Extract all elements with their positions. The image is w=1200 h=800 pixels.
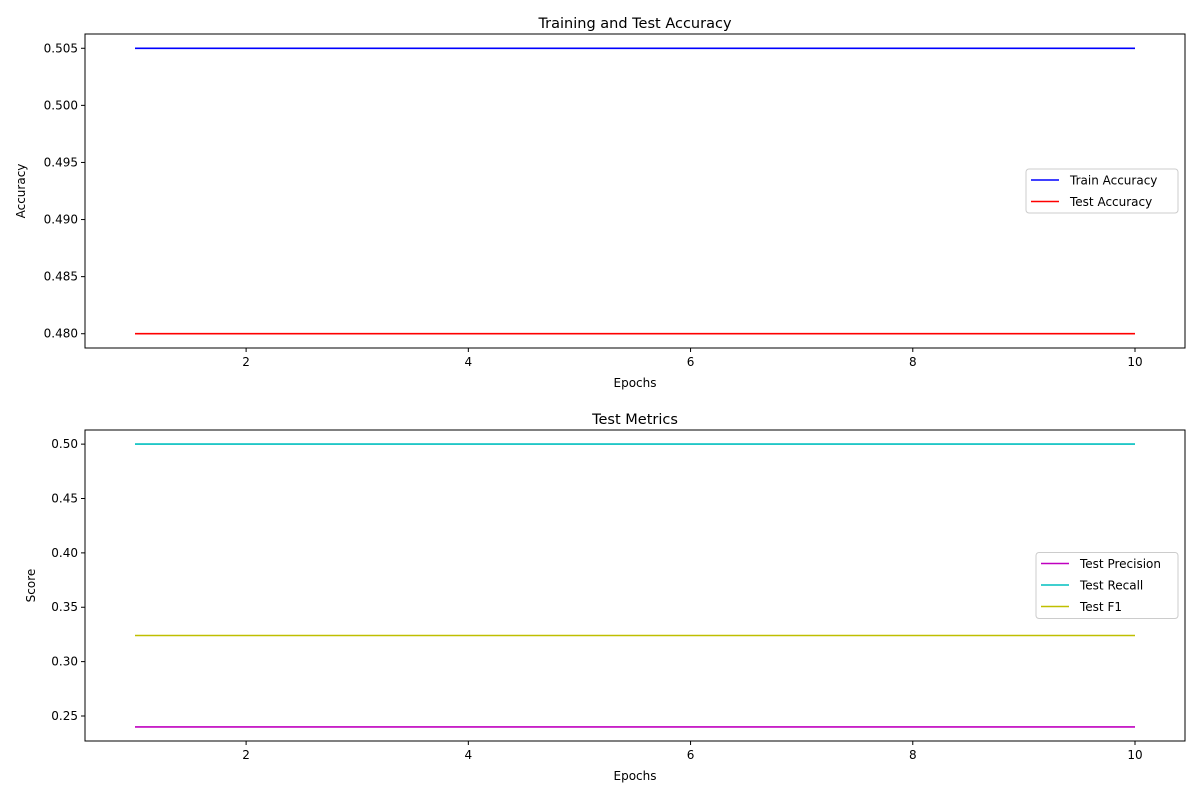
y-tick-label: 0.505 [44, 41, 78, 55]
y-tick-label: 0.45 [51, 492, 78, 506]
legend-label: Test Accuracy [1069, 195, 1152, 209]
legend-label: Test Precision [1079, 557, 1161, 571]
chart-panel-2: 2 4 6 8 10 0.25 0.30 0.35 0.40 0.45 0.50 Test Metri… [24, 412, 1186, 783]
legend-label: Train Accuracy [1069, 174, 1157, 188]
legend-box [1025, 168, 1179, 214]
y-axis-label: Score [24, 569, 38, 603]
x-tick-label: 10 [1127, 355, 1142, 369]
y-tick-label: 0.485 [44, 270, 78, 284]
y-tick-label: 0.35 [51, 600, 78, 614]
x-axis-label: Epochs [614, 769, 657, 783]
legend-label: Test Recall [1079, 579, 1143, 593]
y-tick-label: 0.495 [44, 155, 78, 169]
chart-title: Training and Test Accuracy [537, 16, 731, 32]
x-tick-label: 4 [465, 748, 473, 762]
legend: Test Precision Test Recall Test F1 [1035, 552, 1179, 619]
y-tick-label: 0.480 [44, 327, 78, 341]
y-tick-label: 0.490 [44, 213, 78, 227]
x-tick-label: 4 [465, 355, 473, 369]
x-tick-label: 6 [687, 748, 695, 762]
x-axis-label: Epochs [614, 376, 657, 390]
y-tick-label: 0.500 [44, 98, 78, 112]
chart-panel-1: 2 4 6 8 10 0.480 0.485 0.490 0.495 0.500 0.505 Trai… [14, 16, 1186, 390]
legend-box [1035, 552, 1179, 619]
y-tick-label: 0.25 [51, 709, 78, 723]
x-tick-label: 8 [909, 355, 917, 369]
x-tick-label: 10 [1127, 748, 1142, 762]
y-tick-label: 0.40 [51, 546, 78, 560]
x-tick-label: 8 [909, 748, 917, 762]
y-tick-label: 0.30 [51, 655, 78, 669]
legend: Train Accuracy Test Accuracy [1025, 168, 1179, 214]
legend-label: Test F1 [1079, 600, 1122, 614]
plot-frame [84, 33, 1186, 349]
x-tick-label: 6 [687, 355, 695, 369]
x-tick-label: 2 [242, 748, 250, 762]
plot-frame [84, 429, 1186, 742]
chart-title: Test Metrics [591, 412, 678, 428]
x-tick-label: 2 [242, 355, 250, 369]
y-axis-label: Accuracy [14, 164, 28, 219]
y-tick-label: 0.50 [51, 437, 78, 451]
